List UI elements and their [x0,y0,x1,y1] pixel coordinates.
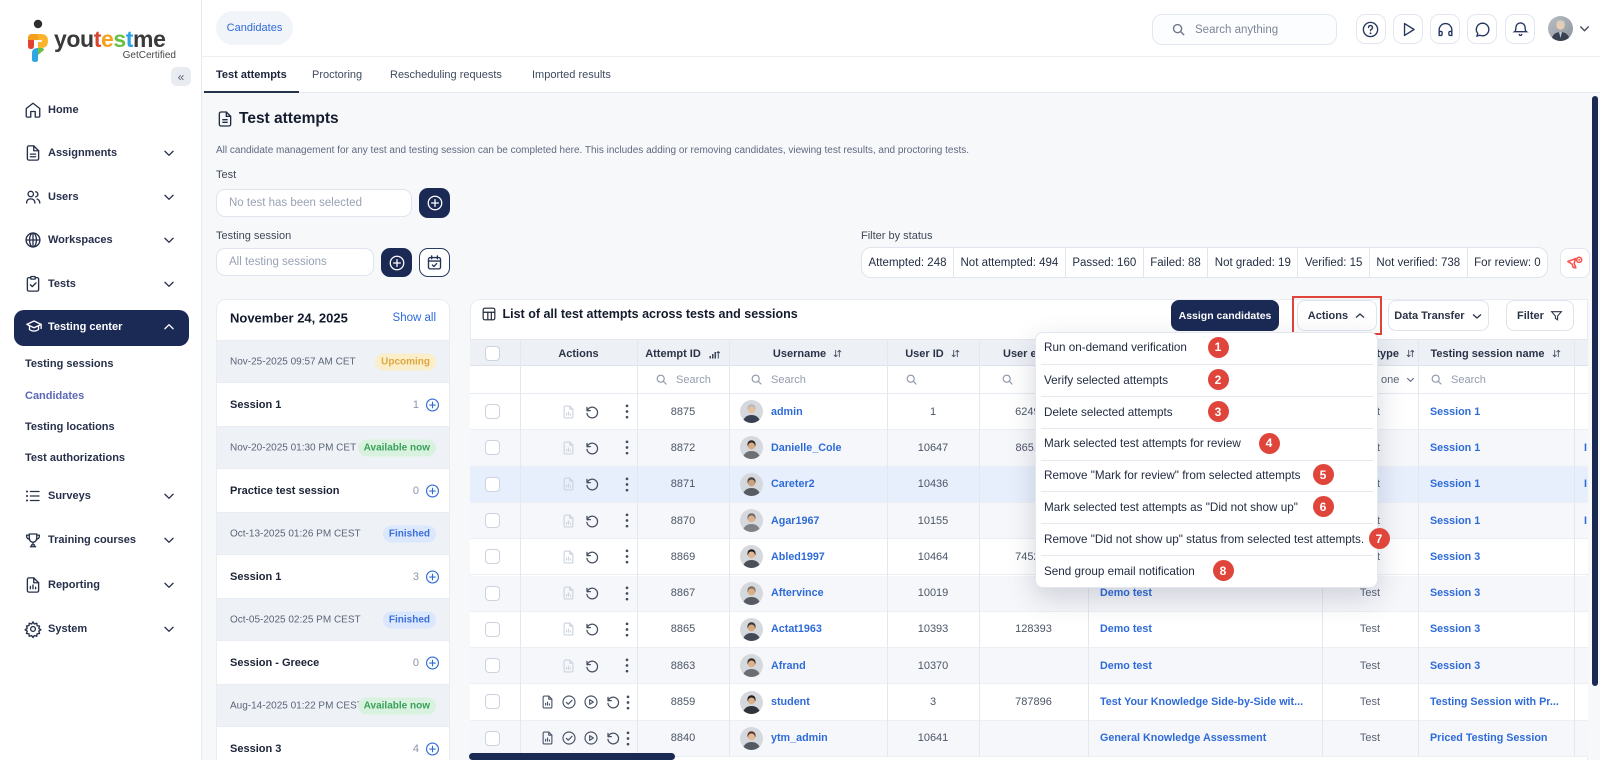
svg-text:youtestme: youtestme [54,26,166,52]
svg-text:GetCertified: GetCertified [123,50,176,61]
